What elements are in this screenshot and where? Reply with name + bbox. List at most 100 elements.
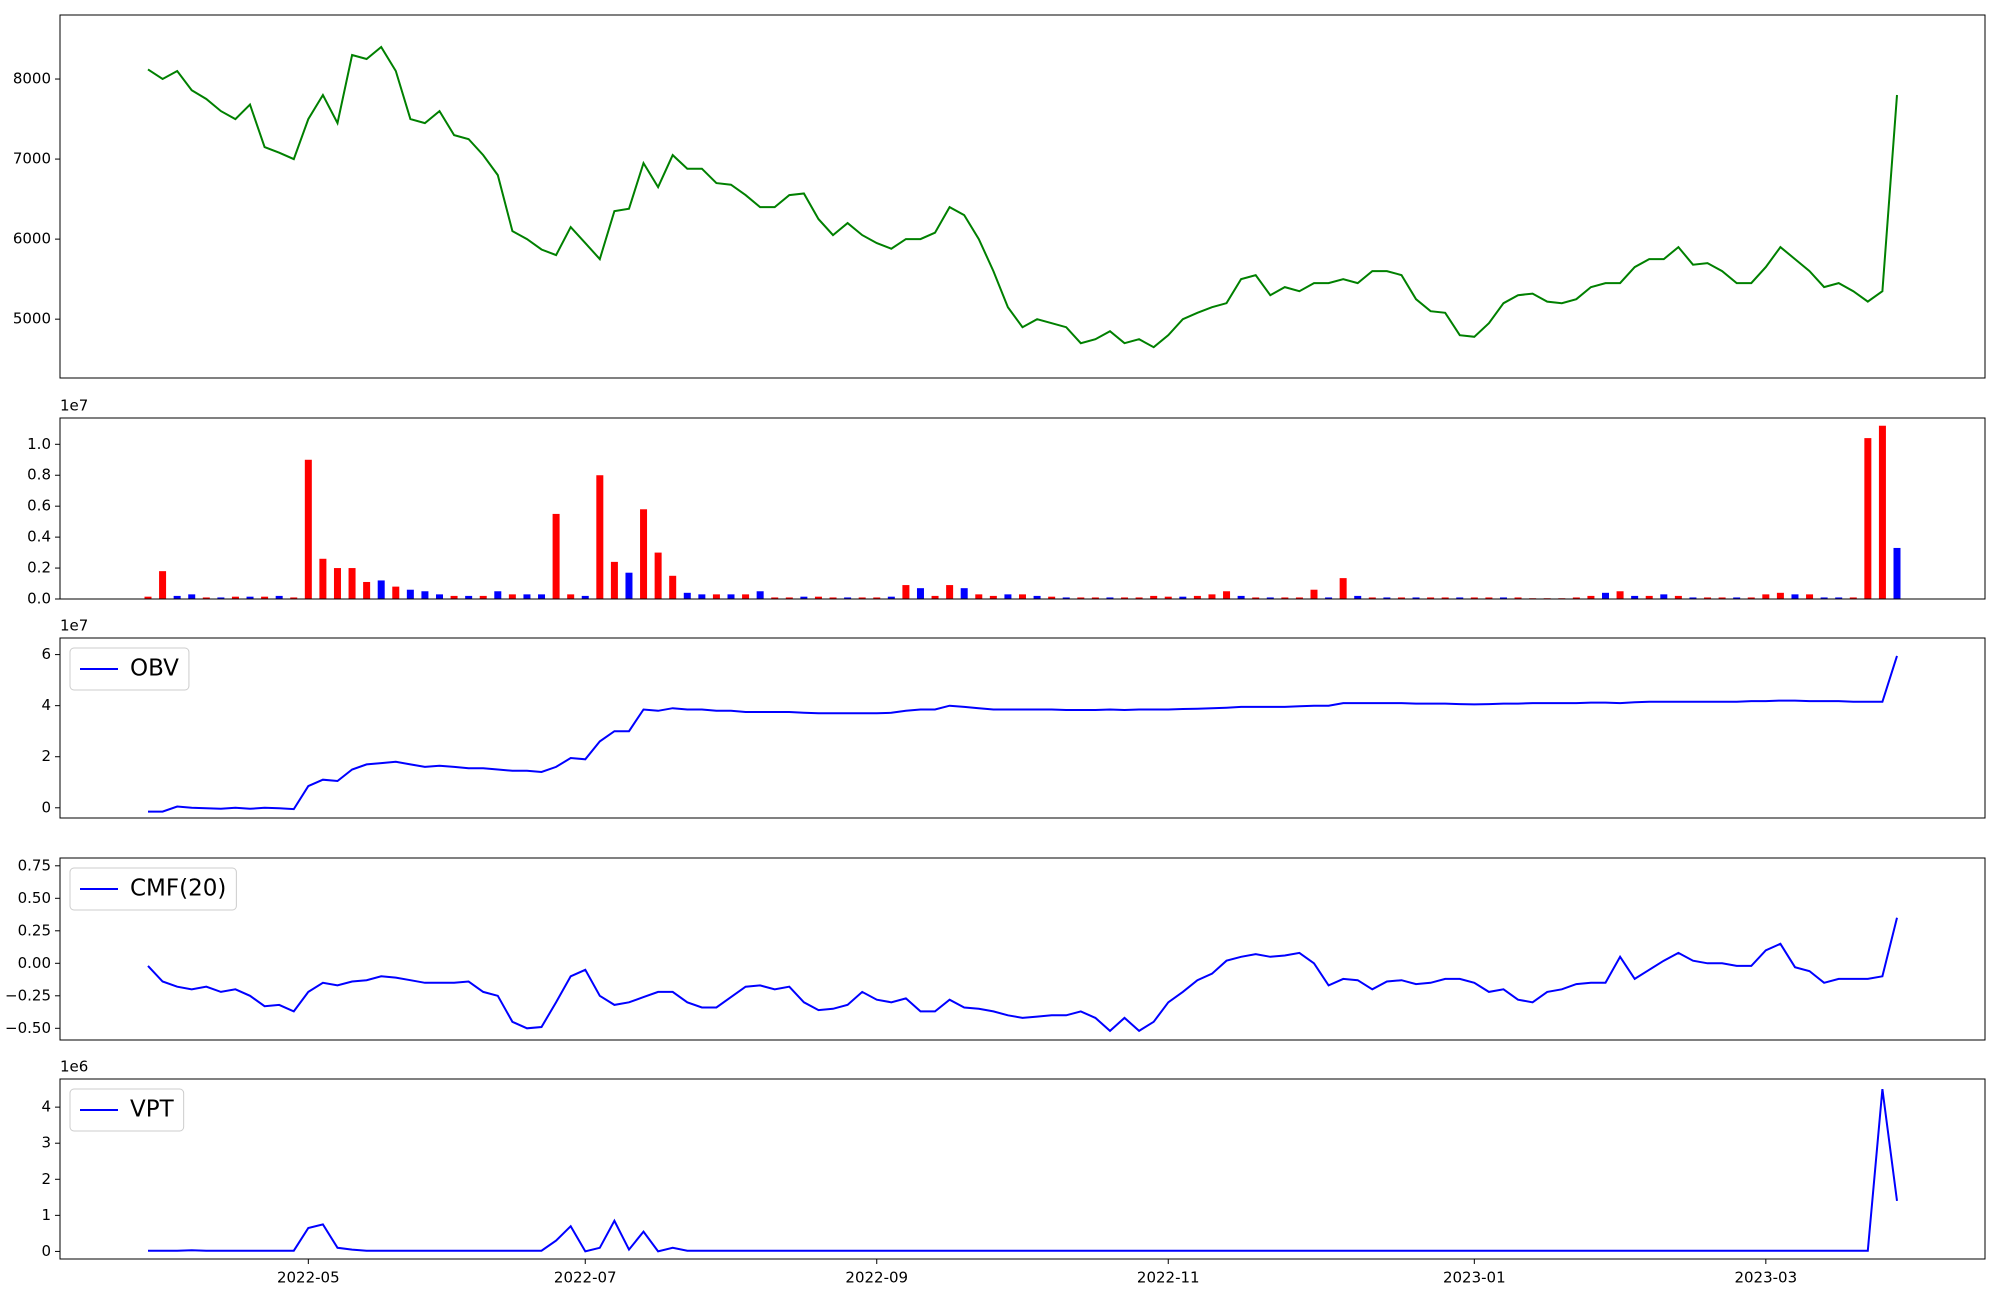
frame [59,14,1986,379]
bar [1631,595,1639,599]
bar [1237,595,1245,599]
bar [1820,597,1828,599]
x-tick-label: 2022-09 [845,1269,908,1287]
bar [479,595,487,599]
legend [69,647,190,691]
bar [1762,594,1770,599]
bar [800,596,808,599]
bar [1660,594,1668,599]
bar [1616,591,1624,599]
bar [785,597,793,599]
y-tick-label: 0.8 [27,466,51,484]
bar [1164,596,1172,599]
frame [59,857,1986,1041]
y-offset-label: 1e7 [60,617,88,635]
bar [173,595,181,599]
bar [1441,597,1449,599]
bar [1499,597,1507,599]
bar [436,594,443,599]
bar [508,594,516,599]
y-tick-label: 0.75 [18,856,51,874]
bar [858,597,866,599]
legend-label: OBV [130,656,179,682]
line [147,917,1898,1033]
bar [392,586,400,599]
bar [1514,597,1522,599]
bar [1718,597,1726,599]
bar [683,592,691,599]
bar [1397,597,1405,599]
bar [319,558,327,599]
x-tick-label: 2023-03 [1734,1269,1797,1287]
bar [1354,595,1362,599]
bar [669,575,677,599]
line [148,655,1898,813]
y-tick-label: 5000 [13,310,51,328]
bar [931,595,939,599]
bar [1077,597,1085,599]
bar [902,585,910,599]
bar [1806,594,1814,599]
bar [887,596,895,599]
bar [1193,595,1201,599]
bar [610,561,618,599]
bar [567,594,575,599]
bar [523,594,531,599]
bar [261,596,269,599]
bar [1135,597,1143,599]
y-tick-label: 8000 [13,70,51,88]
bar [202,597,210,599]
bar [654,552,662,599]
bar [989,595,997,599]
panel: 0 1 2 3 4 1e6 VPT 2022-05 2022-07 2022-09 2022-11 2… [41,1058,1986,1287]
frame [59,637,1986,819]
bar [1106,597,1114,599]
bar [450,595,458,599]
y-tick-label: 0.00 [18,954,51,972]
bar [814,596,822,599]
bar [1383,597,1391,599]
legend-label: CMF(20) [130,876,226,902]
y-tick-label: 4 [41,696,51,714]
bar [916,588,924,599]
bar [1689,597,1697,599]
bar [363,581,371,599]
bar [1835,597,1843,599]
y-tick-label: −0.50 [5,1019,51,1037]
bar [1048,596,1056,599]
y-tick-label: 1.0 [27,435,51,453]
bar [975,594,983,599]
bar [581,595,589,599]
y-tick-label: 6000 [13,230,51,248]
bar [465,595,473,599]
y-tick-label: 0.25 [18,921,51,939]
bar [1019,594,1026,599]
x-tick-label: 2023-01 [1443,1269,1506,1287]
bar [1470,597,1478,599]
bar [1208,594,1216,599]
bar [1704,597,1712,599]
bar [1791,594,1799,599]
bar [1150,595,1158,599]
line [147,45,1898,349]
bar [712,594,720,599]
bar [275,595,283,599]
bar [1412,597,1420,599]
bar [771,597,779,599]
bar [625,572,633,599]
bar [217,597,225,599]
bar [1339,578,1347,599]
bar [406,589,414,599]
bar [1325,597,1333,599]
bar [231,596,239,599]
bar [698,594,706,599]
y-tick-label: 0.50 [18,889,51,907]
bar [873,597,881,599]
y-tick-label: 0.2 [27,559,51,577]
bar [538,594,546,599]
bar [640,509,648,599]
y-tick-label: 4 [41,1098,51,1116]
bar [1427,597,1435,599]
x-tick-label: 2022-11 [1137,1269,1200,1287]
bar [1310,589,1318,599]
